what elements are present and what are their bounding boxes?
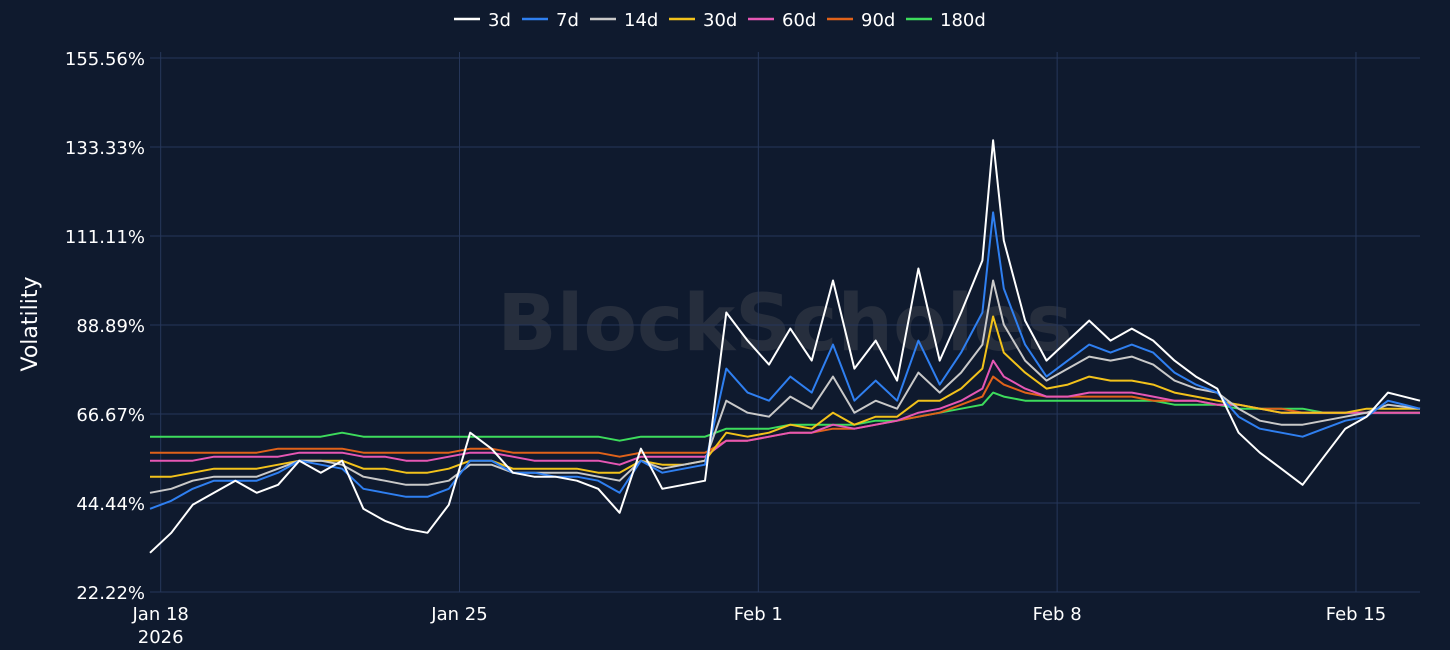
x-tick-label: Jan 25 — [430, 604, 487, 625]
grid — [150, 52, 1420, 593]
y-tick-label: 133.33% — [65, 138, 145, 159]
legend-label-30d: 30d — [703, 10, 737, 31]
series-line-60d — [150, 359, 1420, 466]
x-tick-label: Feb 8 — [1033, 604, 1082, 625]
y-tick-label: 155.56% — [65, 49, 145, 70]
series-line-90d — [150, 375, 1420, 458]
y-axis-ticks: 22.22% 44.44% 66.67% 88.89% 111.11% 133.33% 15… — [65, 49, 145, 604]
legend-label-14d: 14d — [624, 10, 658, 31]
legend-label-3d: 3d — [488, 10, 511, 31]
y-tick-label: 88.89% — [76, 316, 145, 337]
y-tick-label: 66.67% — [76, 405, 145, 426]
y-axis-label: Volatility — [18, 276, 43, 371]
legend: 3d 7d 14d 30d 60d 90d 180d — [454, 10, 986, 31]
x-tick-sublabel: 2026 — [138, 627, 184, 648]
series-line-14d — [149, 279, 1421, 494]
x-tick-label: Feb 15 — [1326, 604, 1387, 625]
series-line-30d — [150, 315, 1420, 478]
y-tick-label: 44.44% — [76, 494, 145, 515]
legend-label-90d: 90d — [861, 10, 895, 31]
legend-label-180d: 180d — [940, 10, 986, 31]
legend-label-60d: 60d — [782, 10, 816, 31]
x-tick-label: Jan 18 — [131, 604, 188, 625]
legend-label-7d: 7d — [556, 10, 579, 31]
series-line-7d — [149, 211, 1421, 510]
y-tick-label: 111.11% — [65, 227, 145, 248]
y-tick-label: 22.22% — [76, 583, 145, 604]
series-lines — [149, 139, 1421, 554]
x-tick-label: Feb 1 — [734, 604, 783, 625]
series-line-3d — [149, 139, 1421, 554]
